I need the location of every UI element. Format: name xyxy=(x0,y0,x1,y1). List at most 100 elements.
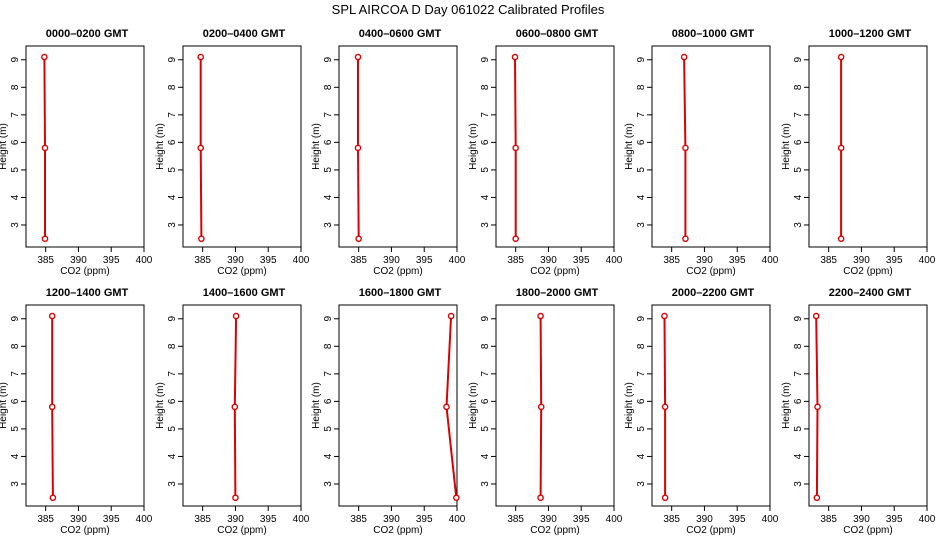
x-tick-label: 390 xyxy=(383,514,400,525)
y-tick-label: 8 xyxy=(10,84,21,90)
panel-4: 0800–1000 GMT 385 390 395 400 3 4 5 6 7 8 9 CO2 (ppm… xyxy=(624,28,779,277)
data-point xyxy=(48,312,56,320)
y-tick-label: 6 xyxy=(636,398,647,404)
y-axis-label: Height (m) xyxy=(311,382,322,429)
x-tick-label: 400 xyxy=(136,514,153,525)
panel-title: 1400–1600 GMT xyxy=(203,287,286,299)
panel-title: 1000–1200 GMT xyxy=(829,28,912,40)
data-point xyxy=(41,53,48,61)
data-point xyxy=(512,235,519,243)
plot-frame xyxy=(651,304,771,507)
data-point xyxy=(680,53,688,61)
x-tick-label: 400 xyxy=(293,514,310,525)
x-tick-label: 395 xyxy=(886,514,903,525)
x-tick-label: 385 xyxy=(350,514,367,525)
y-tick-label: 3 xyxy=(10,222,21,228)
x-tick-label: 395 xyxy=(103,514,120,525)
data-point xyxy=(682,235,689,243)
data-point xyxy=(198,235,205,243)
plot-frame xyxy=(25,45,145,248)
y-tick-label: 3 xyxy=(323,481,334,487)
y-tick-label: 4 xyxy=(323,194,334,200)
y-axis-label: Height (m) xyxy=(0,123,9,170)
y-tick-label: 9 xyxy=(10,57,21,63)
x-axis-label: CO2 (ppm) xyxy=(686,266,735,277)
x-tick-label: 400 xyxy=(606,255,623,266)
x-axis-label: CO2 (ppm) xyxy=(530,525,579,536)
x-tick-label: 390 xyxy=(227,255,244,266)
x-tick-label: 385 xyxy=(37,514,54,525)
x-tick-label: 400 xyxy=(762,514,779,525)
y-tick-label: 6 xyxy=(167,139,178,145)
x-tick-label: 390 xyxy=(540,255,557,266)
figure-title: SPL AIRCOA D Day 061022 Calibrated Profi… xyxy=(332,2,605,17)
y-tick-label: 6 xyxy=(323,398,334,404)
y-axis-label: Height (m) xyxy=(624,123,635,170)
x-tick-label: 390 xyxy=(540,514,557,525)
panel-title: 1200–1400 GMT xyxy=(46,287,129,299)
data-point xyxy=(447,312,455,320)
y-tick-label: 5 xyxy=(636,426,647,432)
x-tick-label: 385 xyxy=(194,255,211,266)
y-tick-label: 8 xyxy=(793,84,804,90)
y-tick-label: 4 xyxy=(636,453,647,459)
y-axis-label: Height (m) xyxy=(155,382,166,429)
data-point xyxy=(682,144,689,152)
plot-frame xyxy=(495,45,615,248)
data-point xyxy=(453,494,460,502)
x-tick-label: 390 xyxy=(853,514,870,525)
y-tick-label: 8 xyxy=(167,84,178,90)
plot-frame xyxy=(808,45,928,248)
x-tick-label: 400 xyxy=(919,514,936,525)
x-tick-label: 395 xyxy=(416,514,433,525)
y-tick-label: 6 xyxy=(167,398,178,404)
data-point xyxy=(355,235,362,243)
y-tick-label: 4 xyxy=(10,453,21,459)
y-tick-label: 8 xyxy=(480,84,491,90)
y-tick-label: 9 xyxy=(167,57,178,63)
y-tick-label: 5 xyxy=(323,426,334,432)
data-point xyxy=(354,53,362,61)
y-tick-label: 5 xyxy=(167,426,178,432)
y-tick-label: 7 xyxy=(167,371,178,377)
y-tick-label: 9 xyxy=(480,316,491,322)
data-point xyxy=(661,494,669,502)
x-tick-label: 395 xyxy=(260,514,277,525)
panel-5: 1000–1200 GMT 385 390 395 400 3 4 5 6 7 8 9 CO2 (ppm… xyxy=(781,28,936,277)
x-axis-label: CO2 (ppm) xyxy=(843,266,892,277)
y-tick-label: 5 xyxy=(167,167,178,173)
y-tick-label: 3 xyxy=(323,222,334,228)
y-tick-label: 8 xyxy=(793,343,804,349)
y-tick-label: 7 xyxy=(323,112,334,118)
y-tick-label: 8 xyxy=(480,343,491,349)
y-tick-label: 7 xyxy=(636,371,647,377)
panel-title: 0200–0400 GMT xyxy=(203,28,286,40)
y-tick-label: 7 xyxy=(480,371,491,377)
y-tick-label: 6 xyxy=(10,398,21,404)
y-axis-label: Height (m) xyxy=(0,382,9,429)
data-point xyxy=(354,144,362,152)
y-tick-label: 4 xyxy=(480,194,491,200)
x-tick-label: 400 xyxy=(449,255,466,266)
y-tick-label: 3 xyxy=(167,481,178,487)
x-tick-label: 390 xyxy=(853,255,870,266)
y-tick-label: 5 xyxy=(793,167,804,173)
x-tick-label: 385 xyxy=(350,255,367,266)
plot-frame xyxy=(182,45,302,248)
data-point xyxy=(231,403,239,411)
x-tick-label: 385 xyxy=(663,514,680,525)
x-tick-label: 400 xyxy=(606,514,623,525)
y-tick-label: 3 xyxy=(480,222,491,228)
y-tick-label: 8 xyxy=(636,343,647,349)
x-tick-label: 395 xyxy=(886,255,903,266)
y-tick-label: 5 xyxy=(10,426,21,432)
x-tick-label: 395 xyxy=(729,255,746,266)
y-tick-label: 9 xyxy=(10,316,21,322)
x-tick-label: 385 xyxy=(194,514,211,525)
y-tick-label: 3 xyxy=(636,222,647,228)
panel-title: 2200–2400 GMT xyxy=(829,287,912,299)
y-tick-label: 6 xyxy=(480,398,491,404)
data-point xyxy=(511,53,519,61)
y-tick-label: 7 xyxy=(480,112,491,118)
y-tick-label: 6 xyxy=(323,139,334,145)
